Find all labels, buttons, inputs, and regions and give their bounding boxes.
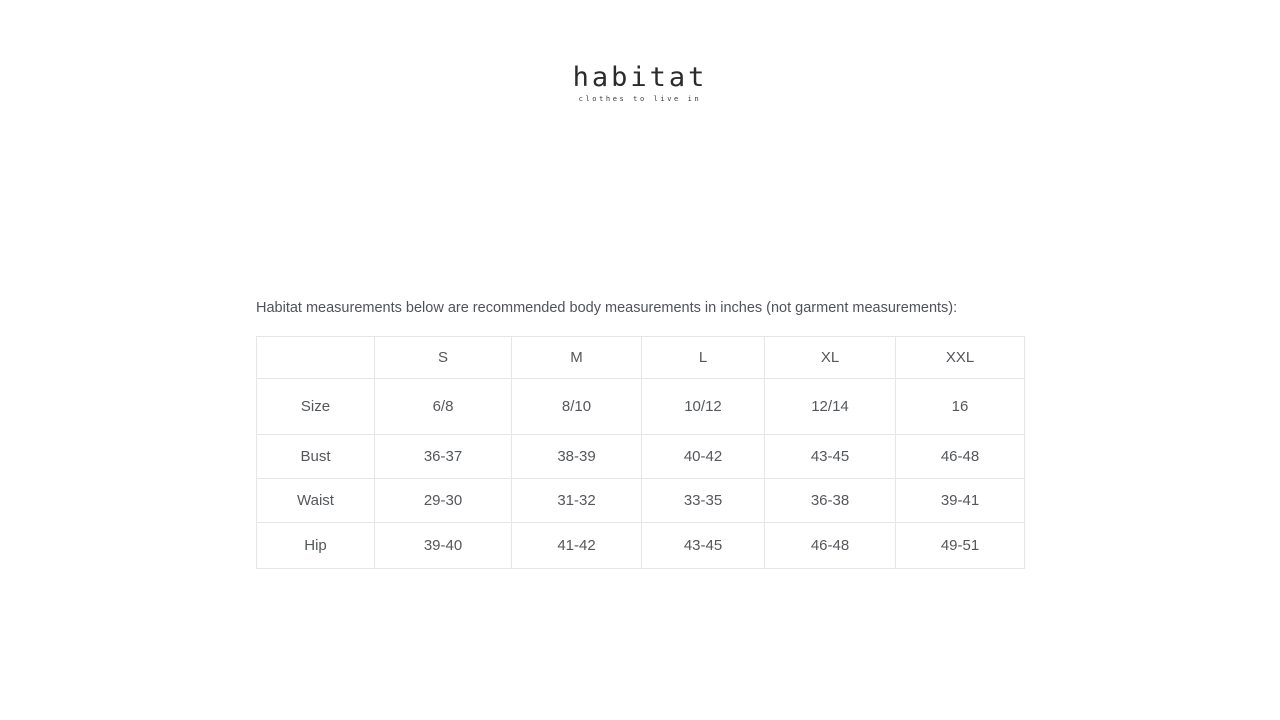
column-header-l: L — [641, 336, 765, 379]
size-value-cell: 29-30 — [374, 478, 512, 523]
size-value-cell: 39-40 — [374, 522, 512, 569]
row-label: Waist — [256, 478, 375, 523]
size-value-cell: 46-48 — [764, 522, 896, 569]
column-header-s: S — [374, 336, 512, 379]
size-value-cell: 43-45 — [764, 434, 896, 479]
size-chart-section: Habitat measurements below are recommend… — [256, 299, 1025, 569]
column-header-xxl: XXL — [895, 336, 1025, 379]
size-value-cell: 38-39 — [511, 434, 642, 479]
size-value-cell: 16 — [895, 378, 1025, 435]
column-header-empty — [256, 336, 375, 379]
size-value-cell: 31-32 — [511, 478, 642, 523]
size-value-cell: 33-35 — [641, 478, 765, 523]
size-chart-table: S M L XL XXL Size 6/8 8/10 10/12 12/14 1… — [256, 336, 1025, 569]
size-value-cell: 12/14 — [764, 378, 896, 435]
brand-name: habitat — [572, 62, 708, 93]
size-value-cell: 8/10 — [511, 378, 642, 435]
size-value-cell: 43-45 — [641, 522, 765, 569]
size-value-cell: 36-37 — [374, 434, 512, 479]
table-header-row: S M L XL XXL — [256, 336, 1025, 379]
brand-tagline: clothes to live in — [578, 95, 702, 103]
size-value-cell: 10/12 — [641, 378, 765, 435]
row-label: Hip — [256, 522, 375, 569]
column-header-xl: XL — [764, 336, 896, 379]
size-value-cell: 49-51 — [895, 522, 1025, 569]
table-row-waist: Waist 29-30 31-32 33-35 36-38 39-41 — [256, 478, 1025, 523]
size-value-cell: 6/8 — [374, 378, 512, 435]
table-row-hip: Hip 39-40 41-42 43-45 46-48 49-51 — [256, 522, 1025, 569]
row-label: Bust — [256, 434, 375, 479]
measurements-intro-text: Habitat measurements below are recommend… — [256, 300, 958, 316]
size-value-cell: 41-42 — [511, 522, 642, 569]
column-header-m: M — [511, 336, 642, 379]
size-value-cell: 36-38 — [764, 478, 896, 523]
table-row-bust: Bust 36-37 38-39 40-42 43-45 46-48 — [256, 434, 1025, 479]
brand-logo: habitat clothes to live in — [0, 64, 1280, 103]
row-label: Size — [256, 378, 375, 435]
table-row-size: Size 6/8 8/10 10/12 12/14 16 — [256, 378, 1025, 435]
size-value-cell: 39-41 — [895, 478, 1025, 523]
size-value-cell: 40-42 — [641, 434, 765, 479]
size-value-cell: 46-48 — [895, 434, 1025, 479]
